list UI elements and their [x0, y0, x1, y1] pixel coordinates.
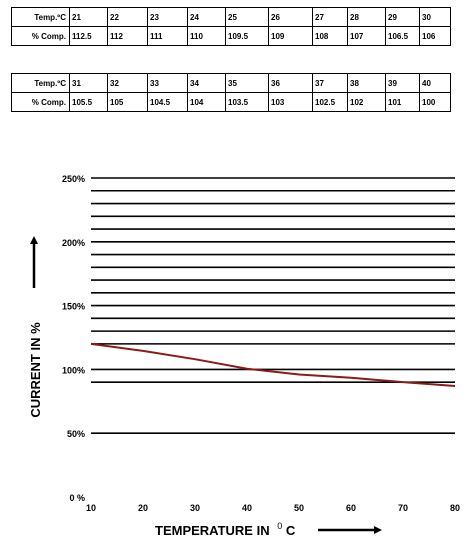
- y-tick-labels: 250% 200% 150% 100% 50% 0 %: [62, 174, 85, 503]
- comp-cell: 105.5: [69, 92, 108, 112]
- comp-cell: 104: [187, 92, 226, 112]
- x-tick-label: 70: [398, 503, 408, 513]
- temp-cell: 29: [385, 7, 420, 27]
- x-tick-label: 80: [450, 503, 460, 513]
- y-tick-label: 0 %: [69, 493, 85, 503]
- comp-cell: 104.5: [147, 92, 188, 112]
- comp-cell: 105: [107, 92, 148, 112]
- comp-cell: 109: [268, 26, 313, 46]
- y-tick-label: 250%: [62, 174, 85, 184]
- series-layer: [90, 342, 456, 387]
- comp-cell: 102: [347, 92, 386, 112]
- temp-cell: 38: [347, 73, 386, 93]
- comp-cell: 112: [107, 26, 148, 46]
- x-tick-label: 20: [138, 503, 148, 513]
- x-tick-labels: 10 20 30 40 50 60 70 80: [86, 503, 460, 513]
- comp-cell: 102.5: [312, 92, 348, 112]
- gridlines: [91, 177, 455, 435]
- comp-cell: 109.5: [225, 26, 269, 46]
- x-tick-label: 10: [86, 503, 96, 513]
- temp-cell: 34: [187, 73, 226, 93]
- temp-cell: 22: [107, 7, 148, 27]
- temp-cell: 40: [419, 73, 451, 93]
- temp-cell: 23: [147, 7, 188, 27]
- y-tick-label: 200%: [62, 238, 85, 248]
- compensation-table-2: Temp.ºC 31 32 33 34 35 36 37 38 39 40 % …: [11, 73, 451, 112]
- comp-cell: 111: [147, 26, 188, 46]
- x-tick-label: 50: [294, 503, 304, 513]
- temp-cell: 33: [147, 73, 188, 93]
- comp-cell: 106.5: [385, 26, 420, 46]
- comp-cell: 110: [187, 26, 226, 46]
- temp-cell: 21: [69, 7, 108, 27]
- y-tick-label: 50%: [67, 429, 85, 439]
- y-axis-label: CURRENT IN %: [28, 322, 43, 418]
- x-axis-unit: C: [286, 523, 296, 538]
- svg-text:TEMPERATURE IN 0 C: TEMPERATURE IN 0 C: [155, 517, 296, 538]
- temp-cell: 35: [225, 73, 269, 93]
- comp-cell: 108: [312, 26, 348, 46]
- temp-cell: 25: [225, 7, 269, 27]
- comp-row: % Comp. 105.5 105 104.5 104 103.5 103 10…: [11, 92, 451, 112]
- comp-row: % Comp. 112.5 112 111 110 109.5 109 108 …: [11, 26, 451, 46]
- comp-row-label: % Comp.: [11, 26, 70, 46]
- comp-cell: 112.5: [69, 26, 108, 46]
- temp-cell: 37: [312, 73, 348, 93]
- temp-cell: 24: [187, 7, 226, 27]
- y-tick-label: 100%: [62, 365, 85, 375]
- x-tick-label: 60: [346, 503, 356, 513]
- x-axis-label: TEMPERATURE IN: [155, 523, 270, 538]
- comp-row-label: % Comp.: [11, 92, 70, 112]
- temp-cell: 28: [347, 7, 386, 27]
- temp-row-label: Temp.ºC: [11, 7, 70, 27]
- temp-cell: 30: [419, 7, 451, 27]
- temp-cell: 31: [69, 73, 108, 93]
- temp-cell: 32: [107, 73, 148, 93]
- x-tick-label: 30: [190, 503, 200, 513]
- comp-cell: 107: [347, 26, 386, 46]
- x-axis-unit-superscript: 0: [277, 521, 282, 531]
- current-vs-temperature-chart: 250%200%150%100%50%0 % 10 20 30 40 50 60 70 80 …: [28, 174, 460, 538]
- x-tick-label: 40: [242, 503, 252, 513]
- comp-cell: 103: [268, 92, 313, 112]
- comp-cell: 100: [419, 92, 451, 112]
- temp-cell: 26: [268, 7, 313, 27]
- temp-cell: 39: [385, 73, 420, 93]
- comp-cell: 101: [385, 92, 420, 112]
- series-line: [90, 342, 456, 387]
- temp-row: Temp.ºC 21 22 23 24 25 26 27 28 29 30: [11, 7, 451, 27]
- comp-cell: 103.5: [225, 92, 269, 112]
- temp-row-label: Temp.ºC: [11, 73, 70, 93]
- temp-row: Temp.ºC 31 32 33 34 35 36 37 38 39 40: [11, 73, 451, 93]
- compensation-table-1: Temp.ºC 21 22 23 24 25 26 27 28 29 30 % …: [11, 7, 451, 46]
- y-tick-label: 150%: [62, 302, 85, 312]
- temp-cell: 36: [268, 73, 313, 93]
- temp-cell: 27: [312, 7, 348, 27]
- comp-cell: 106: [419, 26, 451, 46]
